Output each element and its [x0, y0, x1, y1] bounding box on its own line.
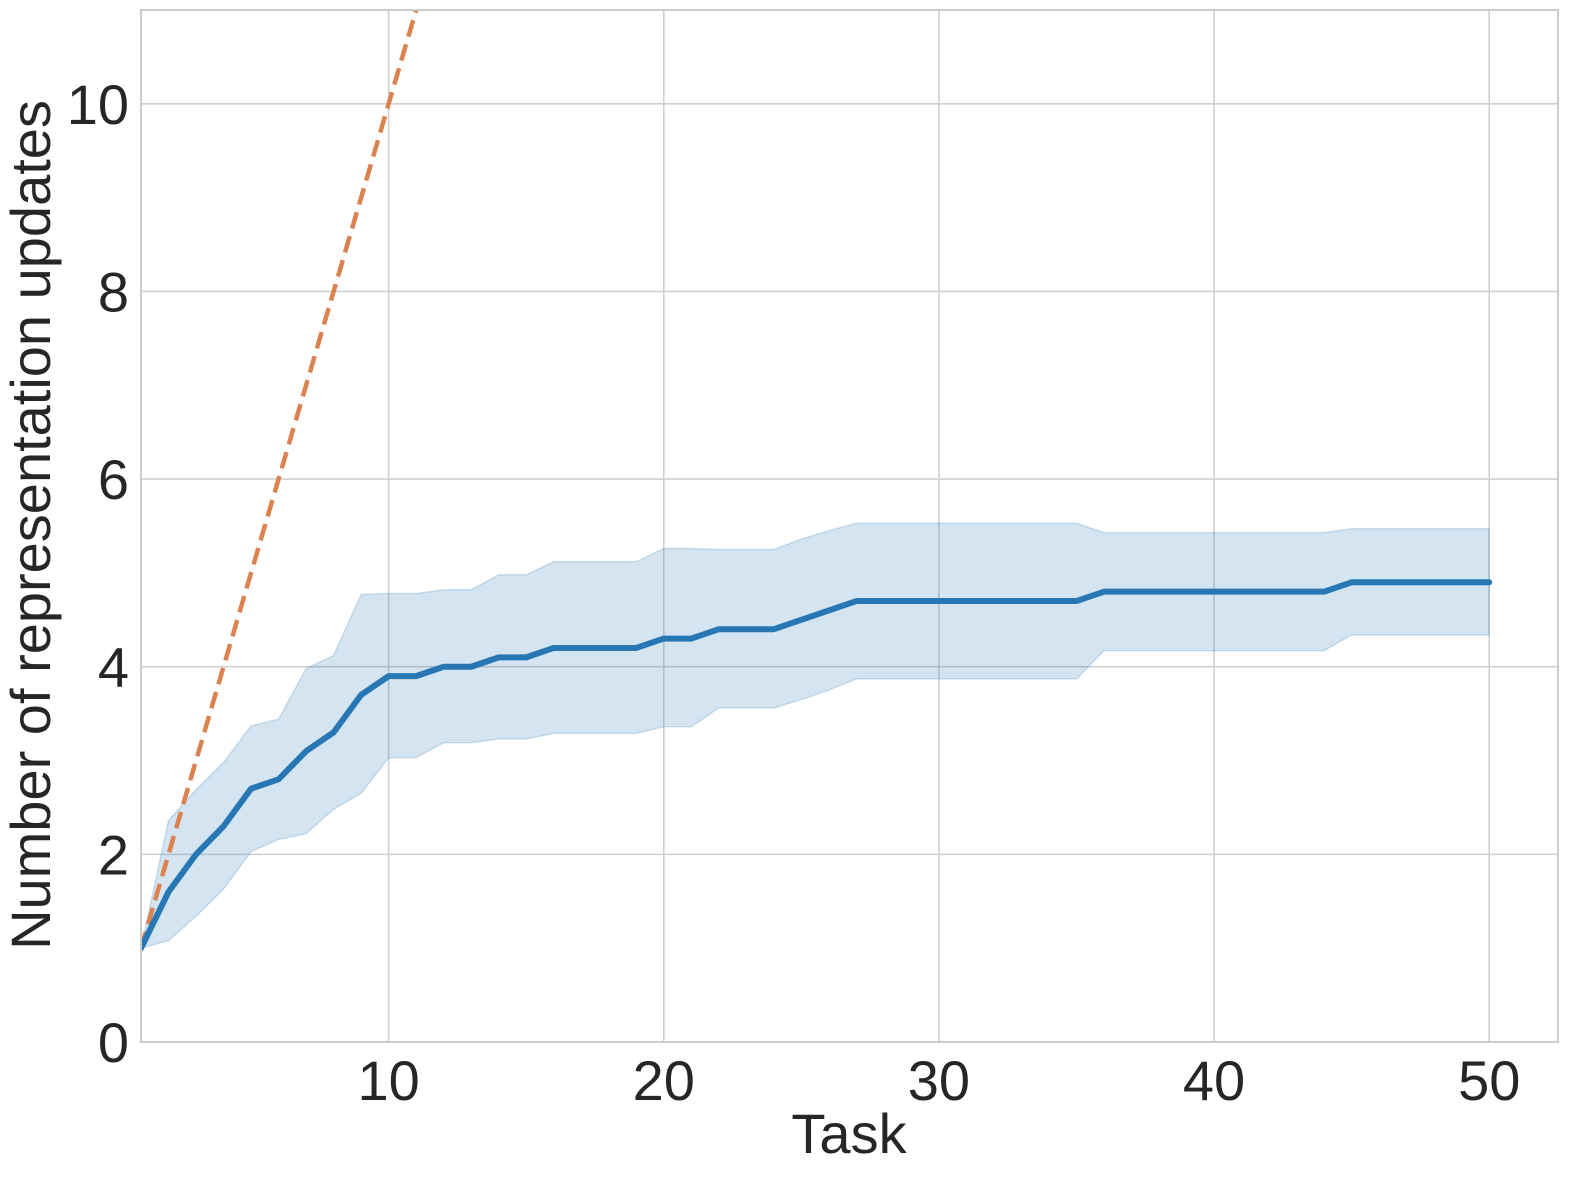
series-lines: [141, 10, 1493, 952]
confidence-band: [140, 522, 1490, 950]
plot-frame: [140, 9, 1559, 1043]
x-tick-labels: 10 20 30 40 50: [357, 1049, 1520, 1112]
x-axis-title: Task: [791, 1102, 907, 1165]
x-tick-label: 40: [1183, 1049, 1245, 1112]
reference-dashed-line: [141, 10, 419, 949]
mean-line: [141, 579, 1493, 952]
x-tick-label: 30: [908, 1049, 970, 1112]
confidence-band-layer: [140, 522, 1490, 950]
y-tick-label: 8: [98, 260, 129, 323]
y-tick-labels: 0 2 4 6 8 10: [67, 73, 129, 1074]
y-tick-label: 0: [98, 1011, 129, 1074]
y-tick-label: 6: [98, 448, 129, 511]
y-tick-label: 4: [98, 636, 129, 699]
x-tick-label: 50: [1458, 1049, 1520, 1112]
y-tick-label: 10: [67, 73, 129, 136]
y-tick-label: 2: [98, 823, 129, 886]
x-tick-label: 10: [357, 1049, 419, 1112]
y-axis-title: Number of representation updates: [0, 100, 62, 950]
x-tick-label: 20: [633, 1049, 695, 1112]
